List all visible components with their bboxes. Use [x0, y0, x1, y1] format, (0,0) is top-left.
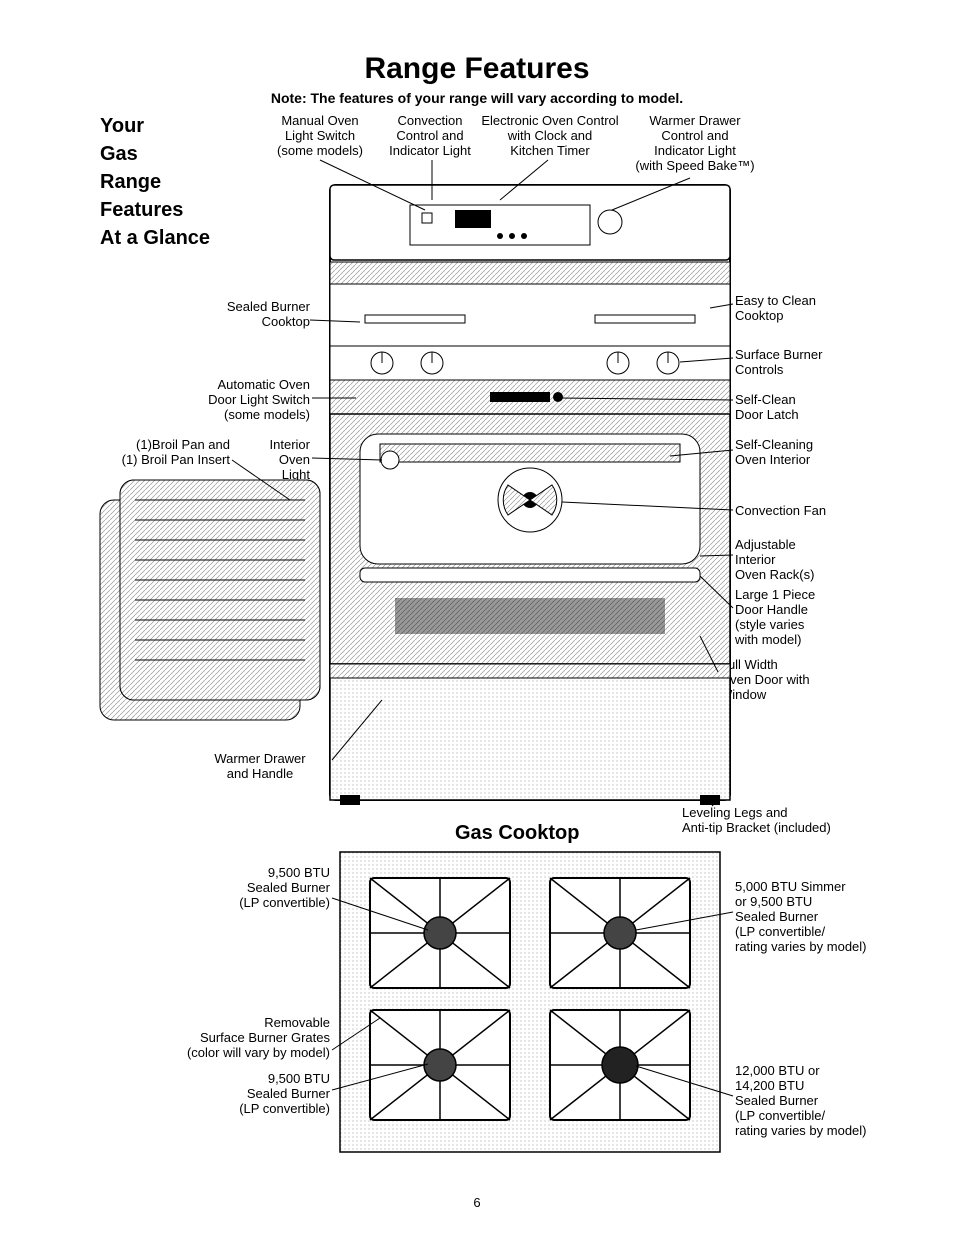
page-root: Range Features Note: The features of you… — [0, 0, 954, 1235]
range-diagram — [0, 0, 954, 1235]
